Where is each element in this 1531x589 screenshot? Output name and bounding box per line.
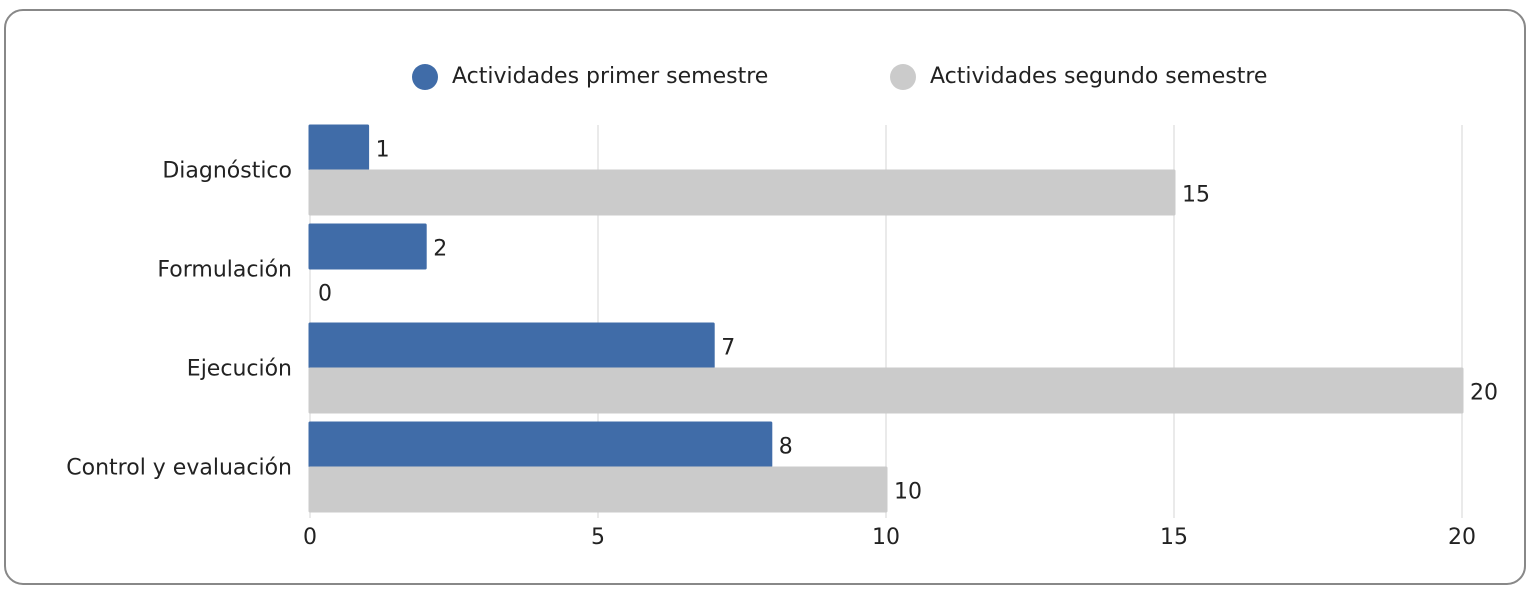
x-tick-label: 5 <box>591 525 605 550</box>
bar <box>308 367 1464 414</box>
legend-label: Actividades primer semestre <box>452 64 768 89</box>
legend-marker <box>412 64 438 90</box>
data-label: 1 <box>376 138 390 163</box>
data-label: 10 <box>894 480 922 505</box>
x-tick-label: 20 <box>1448 525 1476 550</box>
bar <box>308 223 427 270</box>
data-label: 8 <box>779 435 793 460</box>
y-tick-label: Diagnóstico <box>162 159 292 184</box>
y-tick-label: Control y evaluación <box>66 456 292 481</box>
y-tick-label: Ejecución <box>187 357 292 382</box>
legend-marker <box>890 64 916 90</box>
bar <box>308 124 370 171</box>
data-label: 0 <box>318 282 332 307</box>
bar <box>308 421 773 468</box>
x-tick-label: 10 <box>872 525 900 550</box>
bar <box>308 169 1176 216</box>
x-tick-label: 0 <box>303 525 317 550</box>
data-label: 7 <box>721 336 735 361</box>
bar <box>308 466 888 513</box>
x-tick-label: 15 <box>1160 525 1188 550</box>
bar <box>308 322 715 369</box>
data-label: 2 <box>433 237 447 262</box>
data-label: 15 <box>1182 183 1210 208</box>
y-tick-label: Formulación <box>157 258 292 283</box>
data-label: 20 <box>1470 381 1498 406</box>
legend-label: Actividades segundo semestre <box>930 64 1267 89</box>
